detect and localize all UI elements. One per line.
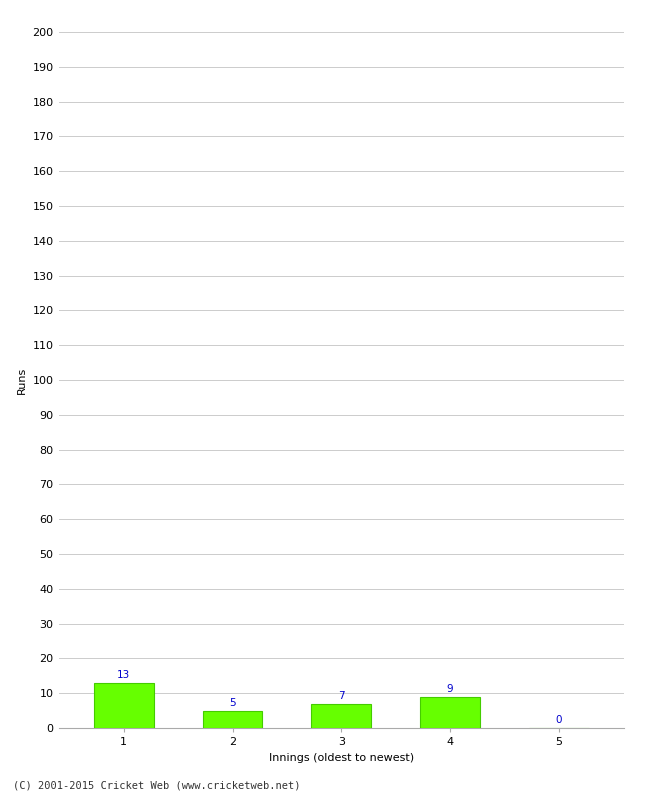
Y-axis label: Runs: Runs [17,366,27,394]
Text: 7: 7 [338,691,344,701]
Bar [311,704,371,728]
Text: (C) 2001-2015 Cricket Web (www.cricketweb.net): (C) 2001-2015 Cricket Web (www.cricketwe… [13,781,300,790]
X-axis label: Innings (oldest to newest): Innings (oldest to newest) [268,753,414,762]
Text: 0: 0 [556,715,562,726]
Text: 5: 5 [229,698,236,708]
Bar [420,697,480,728]
Text: 13: 13 [117,670,131,680]
Bar [94,682,153,728]
Bar [203,710,263,728]
Text: 9: 9 [447,684,453,694]
